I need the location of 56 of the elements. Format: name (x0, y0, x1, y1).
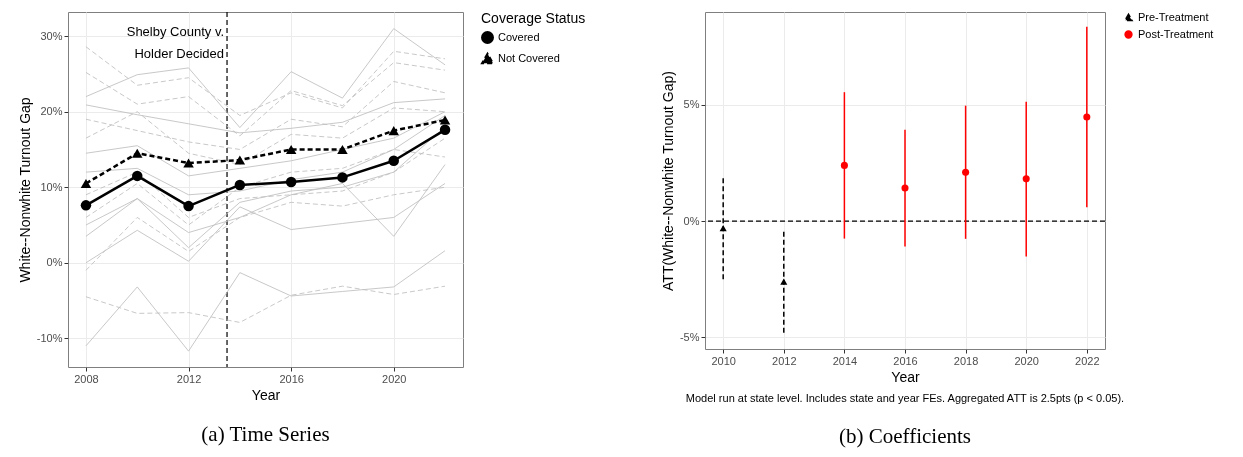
point (285, 176, 297, 188)
x-tick-label: 2010 (711, 354, 736, 367)
legend-title: Coverage Status (481, 10, 586, 26)
point (285, 144, 297, 155)
point (183, 158, 194, 168)
y-axis-title: White--Nonwhite Turnout Gap (16, 97, 33, 283)
point (80, 178, 92, 188)
ref-line-label: Shelby County v. Holder Decided (126, 24, 225, 61)
y-tick-label: 0% (46, 256, 63, 269)
y-tick-label: 20% (40, 105, 63, 118)
y-axis-title: ATT(White--Nonwhite Turnout Gap) (659, 71, 676, 291)
text: Model run at state level. Includes state and year FEs. Aggregated ATT is 2.5pts (p < 0.05). (685, 392, 1125, 404)
x-tick-label: 2008 (74, 372, 99, 385)
point (234, 179, 246, 191)
point (337, 172, 348, 183)
point (337, 144, 348, 155)
text: (a) Time Series (201, 422, 330, 446)
x-tick-label: 2012 (176, 372, 202, 385)
x-tick-label: 2014 (832, 354, 858, 367)
point (1022, 175, 1030, 183)
point (719, 225, 727, 232)
y-tick-label: 30% (40, 29, 63, 42)
x-tick-label: 2016 (279, 372, 304, 385)
point (132, 170, 143, 182)
y-tick-label: -5% (679, 330, 700, 343)
point (132, 148, 143, 158)
legend-label: Not Covered (498, 51, 560, 64)
legend-label: Pre-Treatment (1138, 10, 1209, 23)
point (1083, 113, 1091, 121)
x-tick-label: 2016 (893, 354, 918, 367)
line-series (85, 250, 446, 352)
y-tick-label: -10% (36, 331, 63, 344)
x-axis-title: Year (251, 386, 281, 403)
y-tick-label: 10% (40, 180, 63, 193)
x-tick-label: 2018 (953, 354, 979, 367)
point (962, 168, 970, 176)
x-axis-title: Year (891, 368, 920, 385)
point (388, 126, 399, 136)
point (901, 184, 909, 192)
x-tick-label: 2012 (772, 354, 797, 367)
text: (b) Coefficients (839, 424, 971, 448)
x-tick-label: 2020 (1014, 354, 1039, 367)
point (780, 278, 788, 285)
point (80, 200, 92, 211)
point (840, 161, 848, 169)
y-tick-label: 0% (683, 214, 700, 227)
point (388, 155, 399, 167)
point (439, 115, 451, 125)
point (234, 155, 246, 165)
point (439, 124, 451, 136)
y-tick-label: 5% (683, 98, 700, 111)
point (183, 200, 194, 212)
x-tick-label: 2020 (382, 372, 407, 385)
legend-label: Covered (498, 30, 540, 43)
x-tick-label: 2022 (1075, 354, 1100, 367)
legend-label: Post-Treatment (1138, 27, 1214, 40)
